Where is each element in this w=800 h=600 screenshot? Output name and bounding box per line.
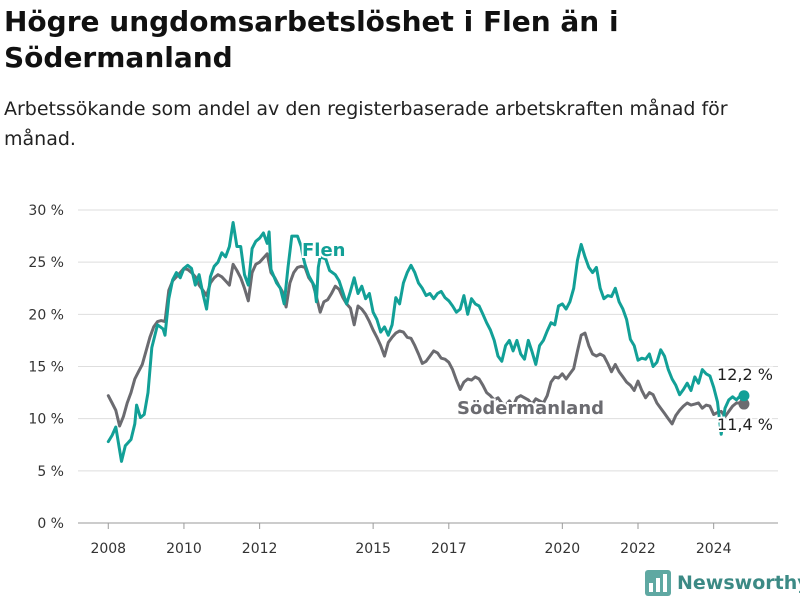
y-tick-label: 25 % <box>28 255 64 271</box>
series-labels: Flen 12,2 % Södermanland 11,4 % <box>300 238 775 436</box>
series-lines <box>106 221 750 463</box>
brand-name: Newsworthy <box>677 572 800 594</box>
series-name-sodermanland: Södermanland <box>457 398 604 419</box>
newsworthy-logo: Newsworthy <box>645 568 800 598</box>
bar-chart-logo-icon <box>645 570 671 596</box>
series-end-point-sodermanland <box>738 398 750 410</box>
end-value-flen: 12,2 % <box>717 365 773 384</box>
gridlines <box>78 209 778 524</box>
y-tick-label: 20 % <box>28 307 64 323</box>
y-tick-label: 10 % <box>28 412 64 428</box>
x-tick-label: 2015 <box>355 541 391 557</box>
series-line-sodermanland <box>106 252 746 428</box>
x-tick-label: 2024 <box>696 541 732 557</box>
page-subtitle: Arbetssökande som andel av den registerb… <box>4 98 728 150</box>
y-axis: 0 % 5 % 10 % 15 % 20 % 25 % 30 % <box>28 203 64 532</box>
end-value-sodermanland: 11,4 % <box>717 415 773 434</box>
y-tick-label: 15 % <box>28 360 64 376</box>
x-tick-label: 2008 <box>90 541 126 557</box>
x-axis: 2008 2010 2012 2015 2017 2020 2022 2024 <box>90 523 732 557</box>
x-tick-label: 2017 <box>431 541 467 557</box>
x-tick-label: 2020 <box>545 541 581 557</box>
x-tick-label: 2022 <box>620 541 656 557</box>
series-end-point-flen <box>738 390 750 402</box>
y-tick-label: 5 % <box>37 464 64 480</box>
x-tick-label: 2012 <box>242 541 278 557</box>
y-tick-label: 0 % <box>37 516 64 532</box>
y-tick-label: 30 % <box>28 203 64 219</box>
series-line-flen <box>106 221 746 463</box>
series-name-flen: Flen <box>302 240 346 261</box>
page-title: Högre ungdomsarbetslöshet i Flen än i Sö… <box>4 5 619 74</box>
x-tick-label: 2010 <box>166 541 202 557</box>
